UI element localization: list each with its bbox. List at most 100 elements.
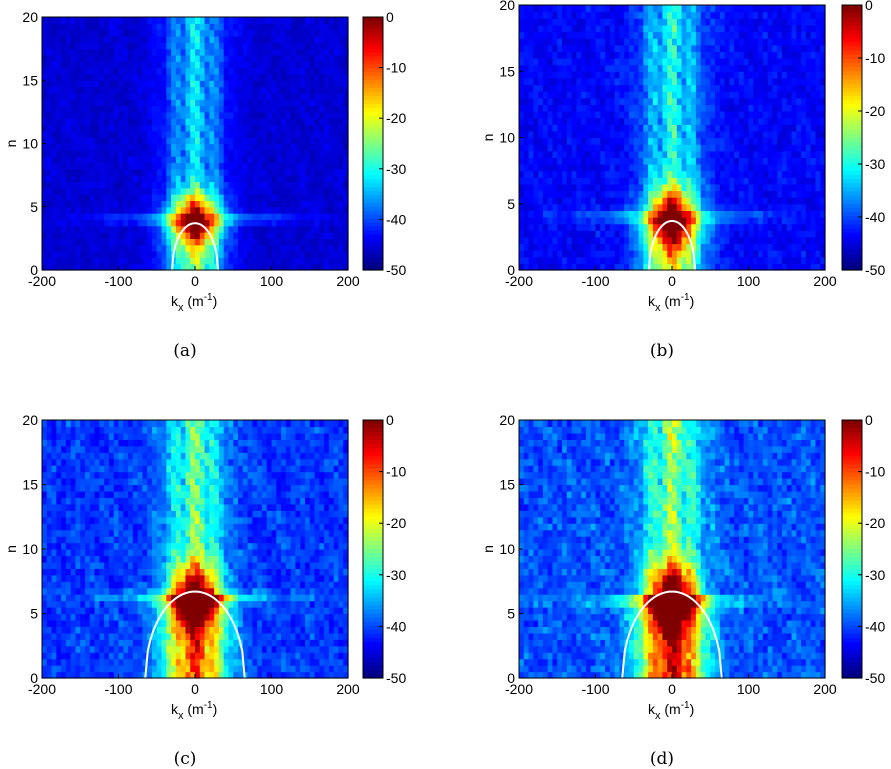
x-axis-label-main: k <box>171 701 179 717</box>
x-tick-label: 200 <box>813 273 837 289</box>
panel-b: -200 -100 0 100 200 0 5 10 15 20 kx (m-1) n 0 -10 -20 -… <box>480 0 885 361</box>
x-tick-label: -100 <box>104 681 132 697</box>
x-axis-label-sup: -1 <box>681 700 690 711</box>
boundary-curve-d <box>621 590 723 679</box>
colorbar-tick-label: -50 <box>386 670 406 686</box>
y-tick-label: 5 <box>507 606 515 622</box>
x-tick-label: 100 <box>260 273 284 289</box>
panel-caption: (b) <box>650 341 674 361</box>
x-axis-label-main: k <box>648 293 656 309</box>
y-tick-label: 15 <box>22 477 38 493</box>
y-tick-label: 15 <box>499 63 515 79</box>
colorbar-c: 0 -10 -20 -30 -40 -50 <box>362 412 406 686</box>
x-tick-label: 100 <box>737 273 761 289</box>
colorbar-tick-label: -10 <box>865 50 885 66</box>
x-axis-label-main: k <box>648 701 656 717</box>
x-tick-label: 0 <box>668 681 676 697</box>
colorbar-tick-label: -10 <box>865 464 885 480</box>
y-tick-label: 20 <box>499 0 515 13</box>
colorbar-tick-label: -30 <box>865 567 885 583</box>
x-axis-label-close: ) <box>690 701 695 717</box>
x-axis-label-close: ) <box>213 701 218 717</box>
colorbar-tick-label: 0 <box>865 412 873 428</box>
colorbar-frame <box>362 16 384 271</box>
x-axis-label: kx (m-1) <box>171 700 217 722</box>
x-axis-label-sub: x <box>655 302 661 314</box>
x-tick-label: 0 <box>191 681 199 697</box>
heatmap-a <box>42 17 349 271</box>
y-axis-label: n <box>480 134 496 142</box>
x-axis-label-sub: x <box>178 302 184 314</box>
colorbar-tick-label: -10 <box>386 464 406 480</box>
colorbar-tick-label: -50 <box>386 262 406 278</box>
y-axis-label: n <box>3 140 19 148</box>
y-tick-label: 5 <box>507 196 515 212</box>
x-axis-label-close: ) <box>690 293 695 309</box>
y-tick-label: 20 <box>22 412 38 428</box>
boundary-curve-b <box>648 219 696 271</box>
colorbar-frame <box>362 419 384 679</box>
x-tick-label: -200 <box>28 681 56 697</box>
colorbar-tick-label: -30 <box>865 156 885 172</box>
x-axis-label-close: ) <box>213 293 218 309</box>
y-tick-label: 10 <box>22 541 38 557</box>
x-tick-label: -100 <box>581 681 609 697</box>
colorbar-tick-label: -20 <box>865 515 885 531</box>
x-axis-label-sup: -1 <box>681 292 690 303</box>
x-axis-label-sup: -1 <box>204 700 213 711</box>
colorbar-tick-label: 0 <box>865 0 873 13</box>
x-tick-label: -100 <box>581 273 609 289</box>
heatmap-c <box>42 420 349 679</box>
x-tick-label: -200 <box>505 681 533 697</box>
y-tick-label: 15 <box>22 72 38 88</box>
x-axis-label-unit: (m <box>661 293 681 309</box>
x-tick-label: 0 <box>191 273 199 289</box>
colorbar-tick-label: -40 <box>865 618 885 634</box>
panel-a: -200 -100 0 100 200 0 5 10 15 20 kx (m-1) n 0 -10 -20 -… <box>3 9 406 361</box>
colorbar-tick-label: -20 <box>865 103 885 119</box>
x-tick-label: 0 <box>668 273 676 289</box>
colorbar-tick-label: -20 <box>386 110 406 126</box>
colorbar-tick-label: -20 <box>386 515 406 531</box>
panel-caption: (d) <box>650 749 674 769</box>
heatmap-b <box>519 5 826 271</box>
y-tick-label: 5 <box>30 606 38 622</box>
y-tick-label: 15 <box>499 477 515 493</box>
x-axis-label-main: k <box>171 293 179 309</box>
colorbar-tick-label: -30 <box>386 567 406 583</box>
x-axis-label-sup: -1 <box>204 292 213 303</box>
y-tick-label: 0 <box>30 262 38 278</box>
x-tick-label: 200 <box>336 273 360 289</box>
colorbar-a: 0 -10 -20 -30 -40 -50 <box>362 9 406 278</box>
x-axis-label-sub: x <box>178 710 184 722</box>
x-tick-label: -100 <box>104 273 132 289</box>
colorbar-tick-label: -40 <box>865 209 885 225</box>
boundary-curve-a <box>171 222 219 271</box>
y-tick-label: 20 <box>22 9 38 25</box>
colorbar-tick-label: 0 <box>386 9 394 25</box>
boundary-curve-c <box>144 590 246 679</box>
y-tick-label: 0 <box>30 670 38 686</box>
colorbar-d: 0 -10 -20 -30 -40 -50 <box>841 412 885 686</box>
x-axis-label-unit: (m <box>184 701 204 717</box>
x-axis-label-sub: x <box>655 710 661 722</box>
y-tick-label: 10 <box>499 541 515 557</box>
colorbar-tick-label: 0 <box>386 412 394 428</box>
x-tick-label: 100 <box>737 681 761 697</box>
colorbar-frame <box>841 4 863 271</box>
colorbar-tick-label: -30 <box>386 161 406 177</box>
x-axis-label: kx (m-1) <box>171 292 217 314</box>
y-tick-label: 10 <box>499 130 515 146</box>
colorbar-b: 0 -10 -20 -30 -40 -50 <box>841 0 885 278</box>
x-tick-label: -200 <box>505 273 533 289</box>
colorbar-tick-label: -40 <box>386 211 406 227</box>
heatmap-d <box>519 420 826 679</box>
x-tick-label: 200 <box>813 681 837 697</box>
y-tick-label: 10 <box>22 136 38 152</box>
x-axis-label: kx (m-1) <box>648 292 694 314</box>
x-axis-label-unit: (m <box>661 701 681 717</box>
colorbar-frame <box>841 419 863 679</box>
colorbar-tick-label: -40 <box>386 618 406 634</box>
y-tick-label: 0 <box>507 670 515 686</box>
